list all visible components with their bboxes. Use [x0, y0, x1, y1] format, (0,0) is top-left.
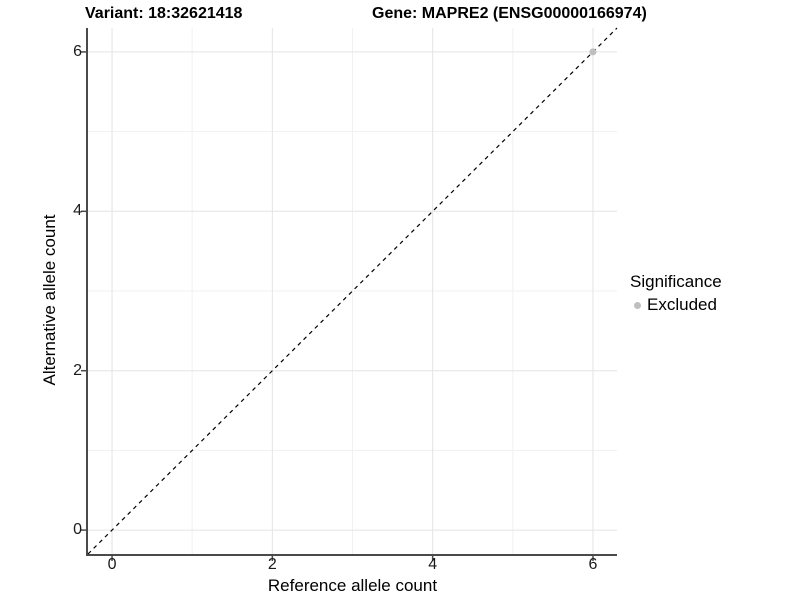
plot-title-variant: Variant: 18:32621418 — [85, 5, 243, 22]
y-tick-label: 2 — [73, 361, 82, 379]
x-axis-title: Reference allele count — [267, 576, 438, 595]
x-tick-label: 0 — [107, 556, 117, 573]
legend-title: Significance — [630, 272, 722, 291]
x-tick-label: 4 — [428, 556, 438, 573]
y-tick-label: 4 — [73, 202, 82, 220]
x-tick-label: 6 — [588, 556, 598, 573]
legend-item-excluded: Excluded — [630, 295, 722, 315]
excluded-point-icon — [634, 301, 641, 309]
data-point-excluded — [589, 48, 597, 56]
legend: Significance Excluded — [630, 272, 722, 315]
y-tick-label: 6 — [73, 42, 82, 60]
y-axis-title: Alternative allele count — [40, 214, 59, 386]
y-tick-label: 0 — [73, 521, 82, 539]
plot-title-gene: Gene: MAPRE2 (ENSG00000166974) — [372, 5, 647, 22]
x-tick-label: 2 — [267, 556, 277, 573]
legend-item-label: Excluded — [647, 295, 717, 314]
